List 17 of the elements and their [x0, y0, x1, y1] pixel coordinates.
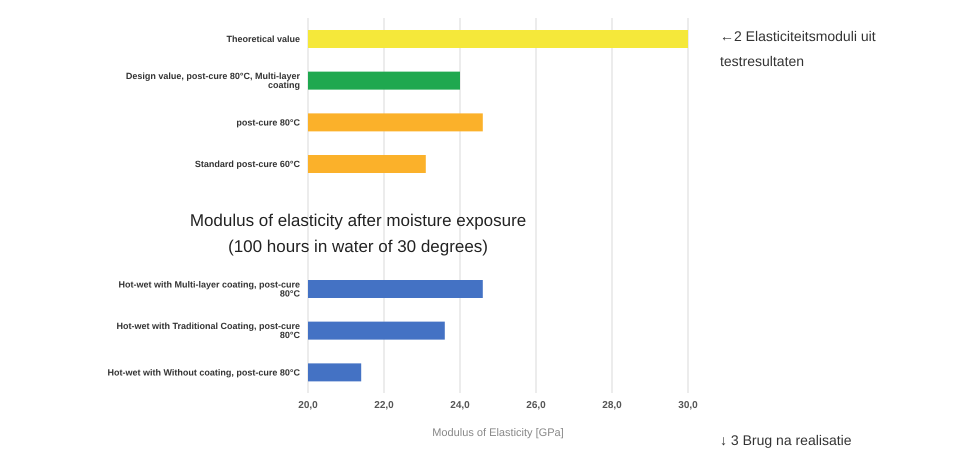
y-tick-label: Hot-wet with Multi-layer coating, post-cure 80°C: [118, 280, 300, 299]
x-tick-label: 24,0: [450, 400, 470, 412]
x-tick-label: 30,0: [678, 400, 698, 412]
y-tick-label: post-cure 80°C: [236, 117, 300, 128]
x-tick-label: 26,0: [526, 400, 546, 412]
y-tick-label: Theoretical value: [226, 34, 300, 44]
y-tick-label: Design value, post-cure 80°C, Multi-layer coating: [126, 71, 300, 90]
annotation: Modulus of elasticity after moisture exposure (100 hours in water of 30 degrees): [188, 210, 528, 258]
y-tick-label: Hot-wet with Traditional Coating, post-cure 80°C: [116, 321, 300, 340]
y-tick-label: Hot-wet with Without coating, post-cure 80°C: [107, 367, 300, 378]
text: ↓ 3 Brug na realisatie: [720, 431, 853, 450]
text: ←2 Elasticiteitsmoduli uit testresultaten: [720, 27, 877, 72]
y-tick-label: Standard post-cure 60°C: [194, 159, 300, 170]
x-tick-label: 28,0: [602, 400, 622, 412]
x-axis-title: Modulus of Elasticity [GPa]: [432, 427, 564, 439]
x-tick-label: 22,0: [374, 400, 394, 412]
x-tick-label: 20,0: [298, 400, 318, 412]
